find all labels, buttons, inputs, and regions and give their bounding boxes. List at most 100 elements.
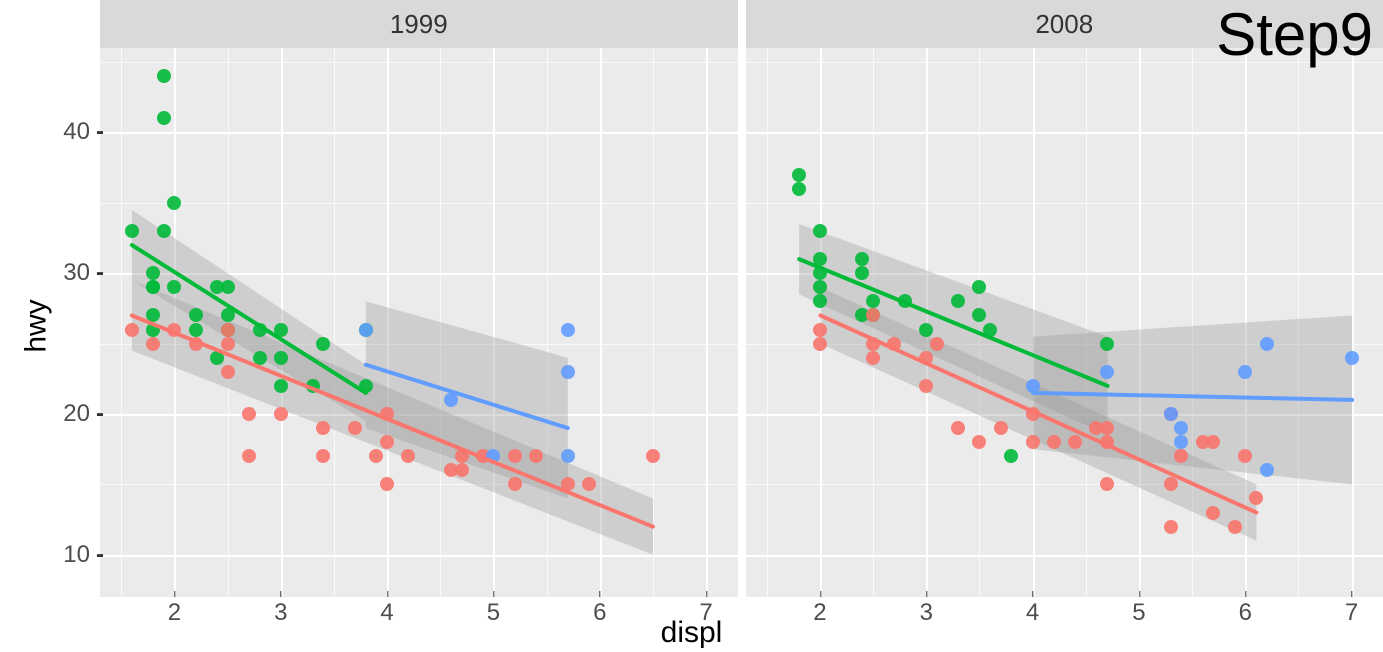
data-point	[380, 477, 394, 491]
gridline-v	[493, 48, 495, 597]
data-point	[866, 351, 880, 365]
data-point	[1174, 421, 1188, 435]
data-point	[792, 182, 806, 196]
gridline-h	[746, 414, 1383, 416]
gridline-h	[100, 555, 738, 557]
data-point	[529, 449, 543, 463]
data-point	[646, 449, 660, 463]
data-point	[1047, 435, 1061, 449]
data-point	[486, 449, 500, 463]
data-point	[274, 379, 288, 393]
data-point	[210, 351, 224, 365]
data-point	[253, 323, 267, 337]
data-point	[1228, 520, 1242, 534]
data-point	[455, 463, 469, 477]
data-point	[221, 365, 235, 379]
data-point	[1174, 449, 1188, 463]
gridline-h-minor	[746, 484, 1383, 485]
x-tick-label: 4	[380, 599, 393, 627]
y-tick-label: 20	[50, 400, 90, 428]
gridline-h	[100, 414, 738, 416]
data-point	[866, 308, 880, 322]
data-point	[866, 294, 880, 308]
data-point	[167, 323, 181, 337]
plot-area-1999: 23456710203040	[100, 48, 738, 597]
data-point	[380, 435, 394, 449]
gridline-h-minor	[100, 203, 738, 204]
gridline-h-minor	[746, 203, 1383, 204]
data-point	[855, 252, 869, 266]
chart-lines-overlay	[746, 48, 1383, 597]
data-point	[582, 477, 596, 491]
data-point	[1238, 365, 1252, 379]
data-point	[1249, 491, 1263, 505]
x-axis-label: displ	[661, 616, 723, 650]
data-point	[951, 421, 965, 435]
data-point	[813, 294, 827, 308]
data-point	[1164, 520, 1178, 534]
data-point	[221, 323, 235, 337]
data-point	[1164, 407, 1178, 421]
data-point	[919, 379, 933, 393]
data-point	[167, 280, 181, 294]
data-point	[157, 69, 171, 83]
regression-line	[132, 245, 366, 393]
data-point	[455, 449, 469, 463]
y-axis-label: hwy	[20, 299, 54, 352]
regression-line	[132, 315, 653, 526]
gridline-v-minor	[334, 48, 335, 597]
gridline-v-minor	[873, 48, 874, 597]
x-tick-label: 6	[1239, 599, 1252, 627]
data-point	[401, 449, 415, 463]
gridline-v-minor	[1298, 48, 1299, 597]
data-point	[221, 308, 235, 322]
regression-line	[799, 259, 1107, 386]
confidence-ribbon	[799, 224, 1107, 435]
data-point	[1206, 506, 1220, 520]
data-point	[1026, 379, 1040, 393]
panel-1999: 1999 23456710203040	[100, 0, 738, 597]
data-point	[274, 407, 288, 421]
gridline-h-minor	[100, 484, 738, 485]
data-point	[253, 351, 267, 365]
data-point	[316, 337, 330, 351]
gridline-v-minor	[1086, 48, 1087, 597]
data-point	[919, 323, 933, 337]
data-point	[1100, 337, 1114, 351]
data-point	[792, 168, 806, 182]
x-tick-label: 3	[274, 599, 287, 627]
data-point	[919, 351, 933, 365]
data-point	[189, 337, 203, 351]
data-point	[444, 393, 458, 407]
panels-container: 1999 23456710203040 2008 234567	[100, 0, 1383, 597]
data-point	[125, 224, 139, 238]
x-tick-label: 7	[1345, 599, 1358, 627]
gridline-v	[1139, 48, 1141, 597]
gridline-h	[746, 273, 1383, 275]
data-point	[813, 266, 827, 280]
data-point	[167, 196, 181, 210]
data-point	[242, 407, 256, 421]
gridline-v-minor	[653, 48, 654, 597]
data-point	[1100, 365, 1114, 379]
data-point	[972, 308, 986, 322]
data-point	[157, 224, 171, 238]
data-point	[242, 449, 256, 463]
plot-area-2008: 234567	[746, 48, 1383, 597]
data-point	[813, 252, 827, 266]
data-point	[813, 280, 827, 294]
data-point	[146, 337, 160, 351]
gridline-v-minor	[440, 48, 441, 597]
data-point	[146, 266, 160, 280]
data-point	[1174, 435, 1188, 449]
step-label: Step9	[1216, 0, 1373, 69]
data-point	[221, 337, 235, 351]
data-point	[189, 308, 203, 322]
gridline-v	[387, 48, 389, 597]
data-point	[1100, 421, 1114, 435]
y-tick-label: 30	[50, 259, 90, 287]
data-point	[146, 308, 160, 322]
data-point	[1164, 477, 1178, 491]
data-point	[972, 435, 986, 449]
data-point	[951, 294, 965, 308]
